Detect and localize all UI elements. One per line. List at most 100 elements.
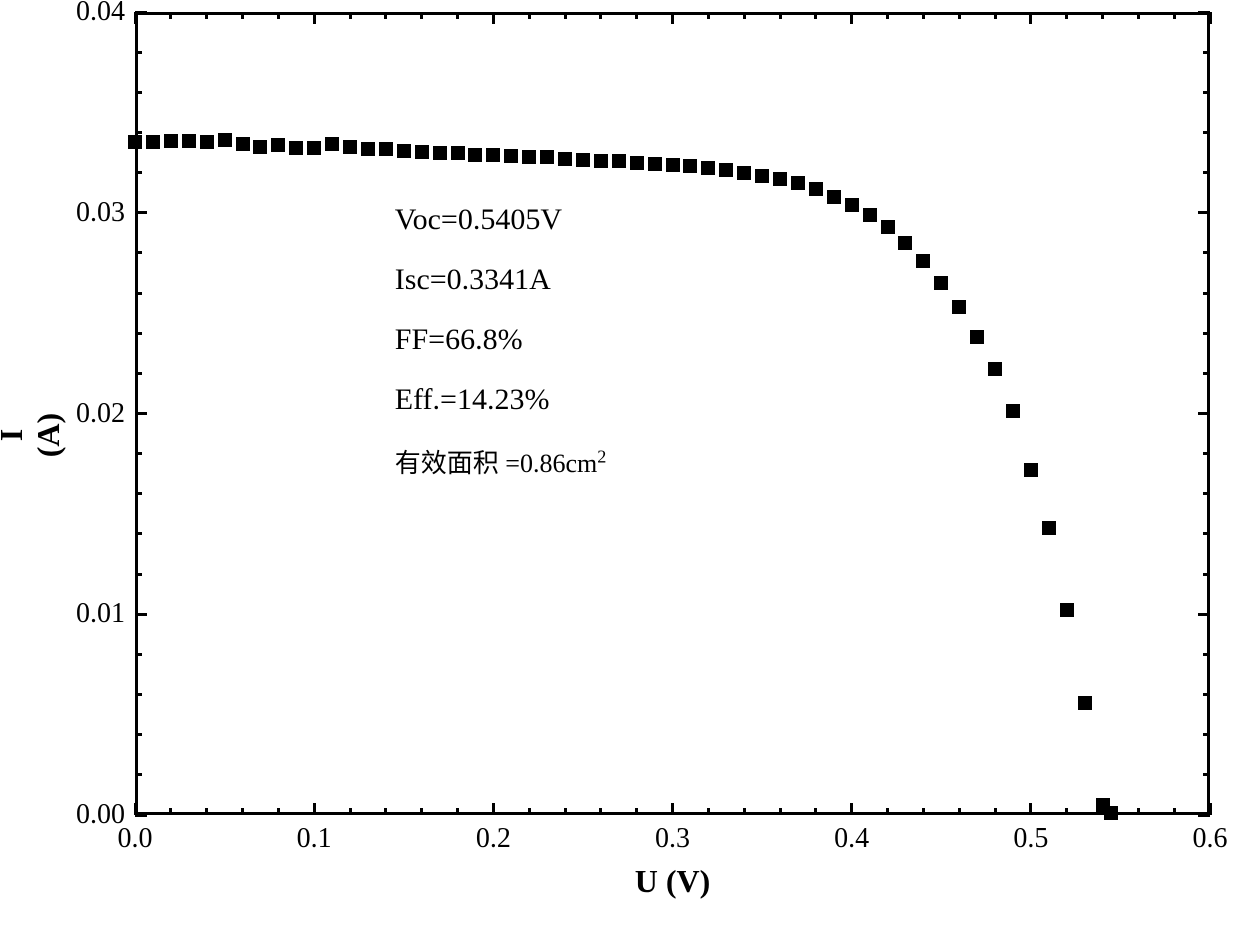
- y-tick-minor-right: [1203, 51, 1210, 54]
- x-tick-minor-top: [384, 12, 387, 19]
- data-marker: [1024, 463, 1038, 477]
- x-tick-minor-top: [1137, 12, 1140, 19]
- data-marker: [809, 182, 823, 196]
- x-tick-major-top: [134, 12, 137, 24]
- x-tick-minor: [1173, 808, 1176, 815]
- data-marker: [164, 134, 178, 148]
- x-axis-label: U (V): [613, 863, 733, 900]
- data-marker: [433, 146, 447, 160]
- data-marker: [683, 159, 697, 173]
- data-marker: [1006, 404, 1020, 418]
- data-marker: [307, 141, 321, 155]
- data-marker: [755, 169, 769, 183]
- data-marker: [289, 141, 303, 155]
- y-tick-minor-right: [1203, 171, 1210, 174]
- annotation-area: 有效面积 =0.86cm2: [395, 443, 607, 480]
- data-marker: [630, 156, 644, 170]
- x-tick-minor-top: [277, 12, 280, 19]
- data-marker: [576, 153, 590, 167]
- data-marker: [271, 138, 285, 152]
- y-tick-minor: [135, 693, 142, 696]
- x-tick-minor: [743, 808, 746, 815]
- annotation-isc: Isc=0.3341A: [395, 263, 551, 297]
- y-tick-major: [135, 412, 147, 415]
- y-tick-minor: [135, 131, 142, 134]
- data-marker: [325, 137, 339, 151]
- y-tick-major-right: [1198, 11, 1210, 14]
- x-tick-minor-top: [814, 12, 817, 19]
- data-marker: [379, 142, 393, 156]
- y-tick-minor: [135, 372, 142, 375]
- x-tick-minor-top: [994, 12, 997, 19]
- data-marker: [128, 135, 142, 149]
- y-tick-minor: [135, 573, 142, 576]
- x-tick-minor-top: [1065, 12, 1068, 19]
- data-marker: [146, 135, 160, 149]
- data-marker: [701, 161, 715, 175]
- y-tick-label: 0.02: [76, 398, 125, 430]
- data-marker: [218, 133, 232, 147]
- data-marker: [594, 154, 608, 168]
- y-tick-major-right: [1198, 814, 1210, 817]
- x-tick-minor-top: [241, 12, 244, 19]
- x-tick-minor: [922, 808, 925, 815]
- data-marker: [397, 144, 411, 158]
- data-marker: [1042, 521, 1056, 535]
- x-tick-minor: [384, 808, 387, 815]
- x-tick-label: 0.6: [1180, 823, 1240, 855]
- x-tick-major-top: [1209, 12, 1212, 24]
- annotation-voc: Voc=0.5405V: [395, 203, 562, 237]
- x-tick-minor-top: [564, 12, 567, 19]
- x-tick-minor-top: [349, 12, 352, 19]
- data-marker: [916, 254, 930, 268]
- x-tick-minor: [241, 808, 244, 815]
- y-tick-minor: [135, 171, 142, 174]
- data-marker: [934, 276, 948, 290]
- annotation-eff: Eff.=14.23%: [395, 383, 550, 417]
- x-tick-minor: [1065, 808, 1068, 815]
- y-tick-minor-right: [1203, 452, 1210, 455]
- data-marker: [200, 135, 214, 149]
- data-marker: [666, 158, 680, 172]
- y-tick-major: [135, 613, 147, 616]
- x-tick-minor: [420, 808, 423, 815]
- x-tick-minor: [277, 808, 280, 815]
- x-tick-minor-top: [456, 12, 459, 19]
- data-marker: [988, 362, 1002, 376]
- y-axis-label: I (A): [0, 405, 67, 465]
- x-tick-minor-top: [743, 12, 746, 19]
- y-tick-major-right: [1198, 412, 1210, 415]
- x-tick-minor-top: [528, 12, 531, 19]
- data-marker: [522, 150, 536, 164]
- x-tick-minor-top: [707, 12, 710, 19]
- y-tick-minor: [135, 773, 142, 776]
- x-tick-minor-top: [958, 12, 961, 19]
- data-marker: [863, 208, 877, 222]
- x-tick-minor-top: [599, 12, 602, 19]
- data-marker: [898, 236, 912, 250]
- x-tick-minor: [958, 808, 961, 815]
- data-marker: [845, 198, 859, 212]
- y-tick-minor-right: [1203, 332, 1210, 335]
- y-tick-major-right: [1198, 613, 1210, 616]
- x-tick-minor: [349, 808, 352, 815]
- y-tick-minor-right: [1203, 131, 1210, 134]
- x-tick-minor-top: [779, 12, 782, 19]
- y-tick-minor-right: [1203, 91, 1210, 94]
- x-tick-minor: [886, 808, 889, 815]
- data-marker: [558, 152, 572, 166]
- y-tick-major-right: [1198, 211, 1210, 214]
- data-marker: [343, 140, 357, 154]
- x-tick-minor: [169, 808, 172, 815]
- y-tick-minor-right: [1203, 372, 1210, 375]
- x-tick-minor: [814, 808, 817, 815]
- x-tick-major: [492, 803, 495, 815]
- data-marker: [1060, 603, 1074, 617]
- y-tick-label: 0.00: [76, 799, 125, 831]
- x-tick-label: 0.3: [643, 823, 703, 855]
- data-marker: [952, 300, 966, 314]
- x-tick-major-top: [492, 12, 495, 24]
- y-tick-minor-right: [1203, 251, 1210, 254]
- y-tick-minor-right: [1203, 492, 1210, 495]
- y-tick-minor: [135, 733, 142, 736]
